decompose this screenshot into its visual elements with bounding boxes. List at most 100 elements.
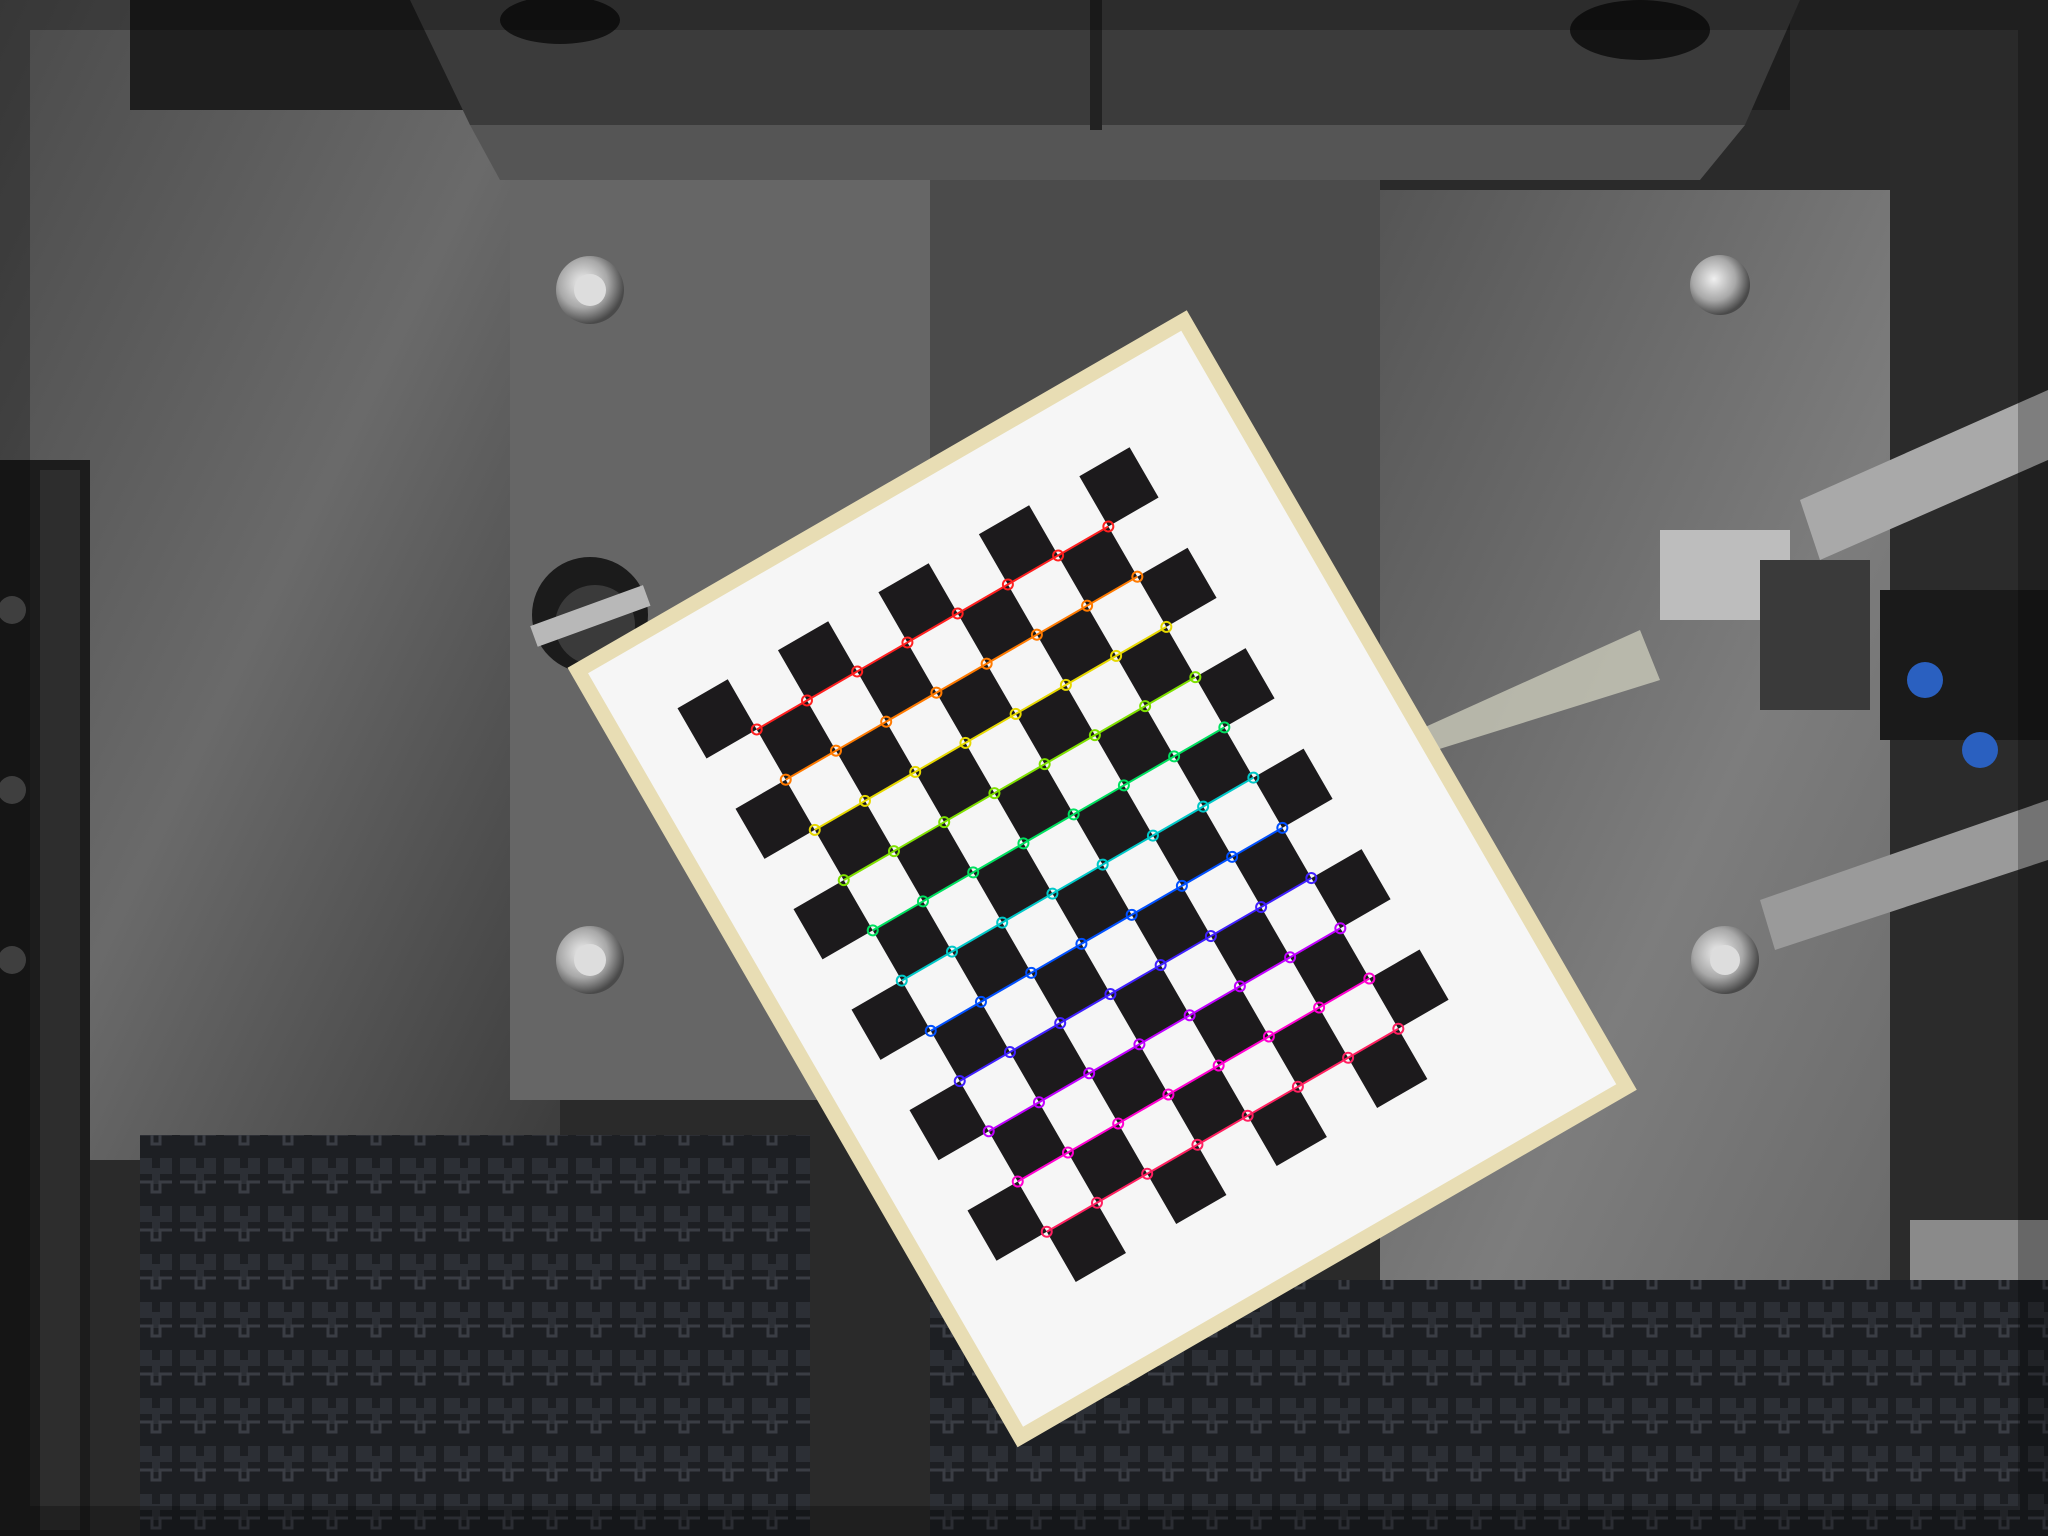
checker-square [793, 880, 873, 960]
corner-marker [959, 736, 972, 749]
hex-bolt [1691, 926, 1759, 994]
checker-square [1348, 1028, 1428, 1108]
checker-square [735, 779, 815, 859]
corner-marker [967, 866, 980, 879]
overhead-steel-tray [130, 0, 1800, 180]
corner-marker [887, 845, 900, 858]
corner-marker [1096, 858, 1109, 871]
corner-marker [1001, 578, 1014, 591]
corner-marker [1067, 808, 1080, 821]
corner-marker [1255, 901, 1268, 914]
corner-marker [945, 945, 958, 958]
corner-marker [996, 916, 1009, 929]
checker-square [1168, 1065, 1248, 1145]
corner-marker [866, 924, 879, 937]
corner-marker [916, 895, 929, 908]
checker-square [1131, 885, 1211, 966]
checker-square [1031, 943, 1111, 1024]
checker-square [967, 1181, 1047, 1261]
corner-marker [1247, 771, 1260, 784]
checker-square [988, 1102, 1068, 1182]
checker-square [973, 843, 1053, 923]
corner-marker [1038, 758, 1051, 771]
checker-square [857, 642, 937, 722]
corner-marker [1291, 1080, 1304, 1093]
corner-marker [1191, 1138, 1204, 1151]
pneumatic-gripper-arm [1660, 390, 2048, 950]
checker-square [851, 980, 931, 1060]
corner-marker [1276, 821, 1289, 834]
checker-square [1046, 1202, 1126, 1282]
hex-bolt [556, 926, 624, 994]
corner-marker [1305, 872, 1318, 885]
checker-square [978, 505, 1059, 585]
checker-square [1253, 748, 1333, 828]
checker-square [1147, 1144, 1227, 1224]
corner-marker [1025, 966, 1038, 979]
corner-marker [800, 694, 813, 707]
checker-square [1137, 547, 1217, 627]
corner-marker [1125, 908, 1138, 921]
corner-marker [909, 765, 922, 778]
corner-marker [988, 787, 1001, 800]
checker-square [1195, 648, 1275, 728]
corner-marker [1032, 1096, 1045, 1109]
checker-square [1189, 986, 1269, 1066]
corner-row-line [872, 726, 1225, 932]
corner-marker [1160, 620, 1173, 633]
checker-square [957, 584, 1037, 664]
corner-marker [1392, 1022, 1405, 1035]
corner-marker [1146, 829, 1159, 842]
corner-marker [1102, 520, 1115, 533]
corner-marker [980, 657, 993, 670]
corner-marker [1090, 1196, 1103, 1209]
corner-marker [1083, 1067, 1096, 1080]
corner-marker [829, 744, 842, 757]
checker-square [1110, 965, 1190, 1045]
corner-marker [1284, 951, 1297, 964]
checker-square [1232, 827, 1312, 908]
corner-marker [1054, 1017, 1067, 1030]
corner-marker [1059, 678, 1072, 691]
corner-marker [1262, 1030, 1275, 1043]
corner-marker [1088, 729, 1101, 742]
checker-square [1089, 1044, 1169, 1124]
corner-marker [1175, 879, 1188, 892]
corner-row-line [843, 676, 1196, 882]
corner-marker [1046, 887, 1059, 900]
corner-marker [1030, 628, 1043, 641]
corner-marker [1189, 671, 1202, 684]
corner-marker [1183, 1009, 1196, 1022]
checker-square [1290, 928, 1370, 1008]
checker-square [677, 679, 757, 759]
corner-marker [1141, 1167, 1154, 1180]
checker-square [1015, 684, 1095, 765]
corner-marker [930, 686, 943, 699]
corner-marker [1003, 1046, 1016, 1059]
corner-marker [1241, 1109, 1254, 1122]
checker-square [1247, 1086, 1327, 1166]
corner-marker [1131, 570, 1144, 583]
brushed-steel-plate [0, 0, 560, 1160]
corner-marker [1104, 988, 1117, 1001]
corner-marker [1363, 972, 1376, 985]
corner-row-line [814, 626, 1167, 831]
corner-marker [1009, 707, 1022, 720]
checker-square [1009, 1023, 1090, 1103]
corner-marker [1226, 850, 1239, 863]
corner-marker [1334, 922, 1347, 935]
corner-marker [974, 995, 987, 1008]
corner-marker [1081, 599, 1094, 612]
corner-marker [779, 773, 792, 786]
checker-square [1116, 626, 1196, 707]
checker-square [994, 764, 1074, 844]
checker-square [1311, 849, 1391, 929]
checker-square [1052, 864, 1132, 944]
corner-marker [1197, 800, 1210, 813]
corner-marker [982, 1125, 995, 1138]
corner-marker [837, 874, 850, 887]
corner-marker [1162, 1088, 1175, 1101]
checker-square [909, 1081, 989, 1161]
checker-square [835, 721, 916, 801]
corner-marker [901, 636, 914, 649]
